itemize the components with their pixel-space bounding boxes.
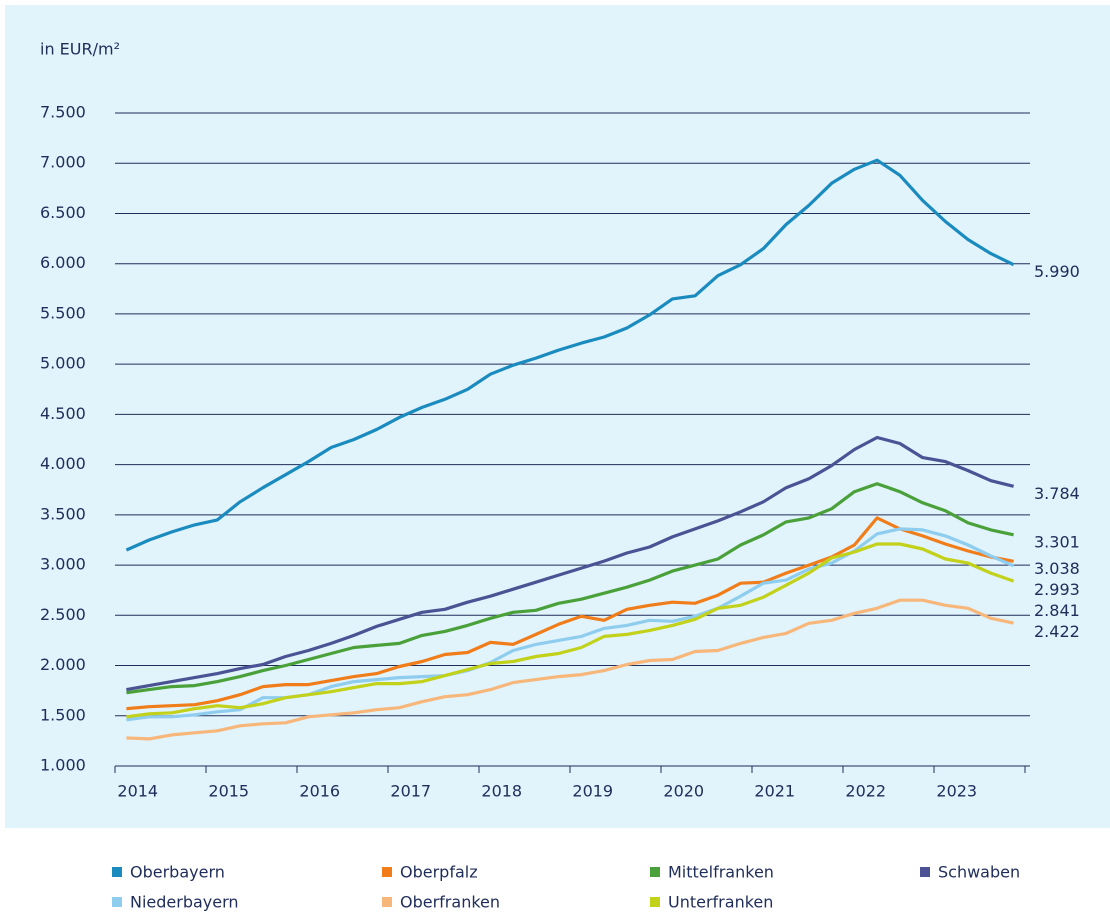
legend-swatch [650,867,660,877]
end-label: 3.301 [1034,532,1080,551]
chart-background [5,5,1110,828]
legend-label: Schwaben [938,863,1020,882]
end-label: 3.038 [1034,559,1080,578]
legend-label: Unterfranken [668,893,773,912]
y-tick-label: 5.500 [40,303,86,322]
y-tick-label: 1.000 [40,756,86,775]
series-line [126,435,1014,692]
x-tick-label: 2023 [936,782,977,801]
x-tick-label: 2020 [663,782,704,801]
y-tick-label: 6.000 [40,253,86,272]
y-tick-label: 4.500 [40,404,86,423]
y-tick-label: 5.000 [40,354,86,373]
legend-label: Oberbayern [130,863,225,882]
end-label: 2.993 [1034,580,1080,599]
legend-swatch [112,867,122,877]
y-tick-label: 1.500 [40,705,86,724]
series-line [126,527,1015,722]
x-tick-label: 2021 [754,782,795,801]
series-line [125,158,1015,552]
y-tick-label: 2.500 [40,605,86,624]
axis-label: in EUR/m² [40,40,120,59]
end-label: 2.841 [1034,601,1080,620]
legend-label: Oberfranken [400,893,500,912]
legend-swatch [920,867,930,877]
x-tick-label: 2014 [117,782,158,801]
series-line [126,482,1014,695]
legend-swatch [112,897,122,907]
end-label: 3.784 [1034,484,1080,503]
legend-swatch [382,897,392,907]
x-tick-label: 2015 [208,782,249,801]
legend-label: Mittelfranken [668,863,774,882]
y-tick-label: 4.000 [40,454,86,473]
y-tick-label: 2.000 [40,655,86,674]
legend-swatch [382,867,392,877]
x-tick-label: 2018 [481,782,522,801]
legend-label: Oberpfalz [400,863,478,882]
x-tick-label: 2019 [572,782,613,801]
x-tick-label: 2017 [390,782,431,801]
x-tick-label: 2022 [845,782,886,801]
legend-label: Niederbayern [130,893,239,912]
y-tick-label: 6.500 [40,203,86,222]
y-tick-label: 3.500 [40,504,86,523]
series-line [126,516,1014,711]
y-tick-label: 7.500 [40,103,86,122]
end-label: 2.422 [1034,622,1080,641]
y-tick-label: 7.000 [40,153,86,172]
end-label: 5.990 [1034,262,1080,281]
y-tick-label: 3.000 [40,555,86,574]
series-line [126,598,1014,741]
legend-swatch [650,897,660,907]
series-line [126,542,1015,719]
x-tick-label: 2016 [299,782,340,801]
